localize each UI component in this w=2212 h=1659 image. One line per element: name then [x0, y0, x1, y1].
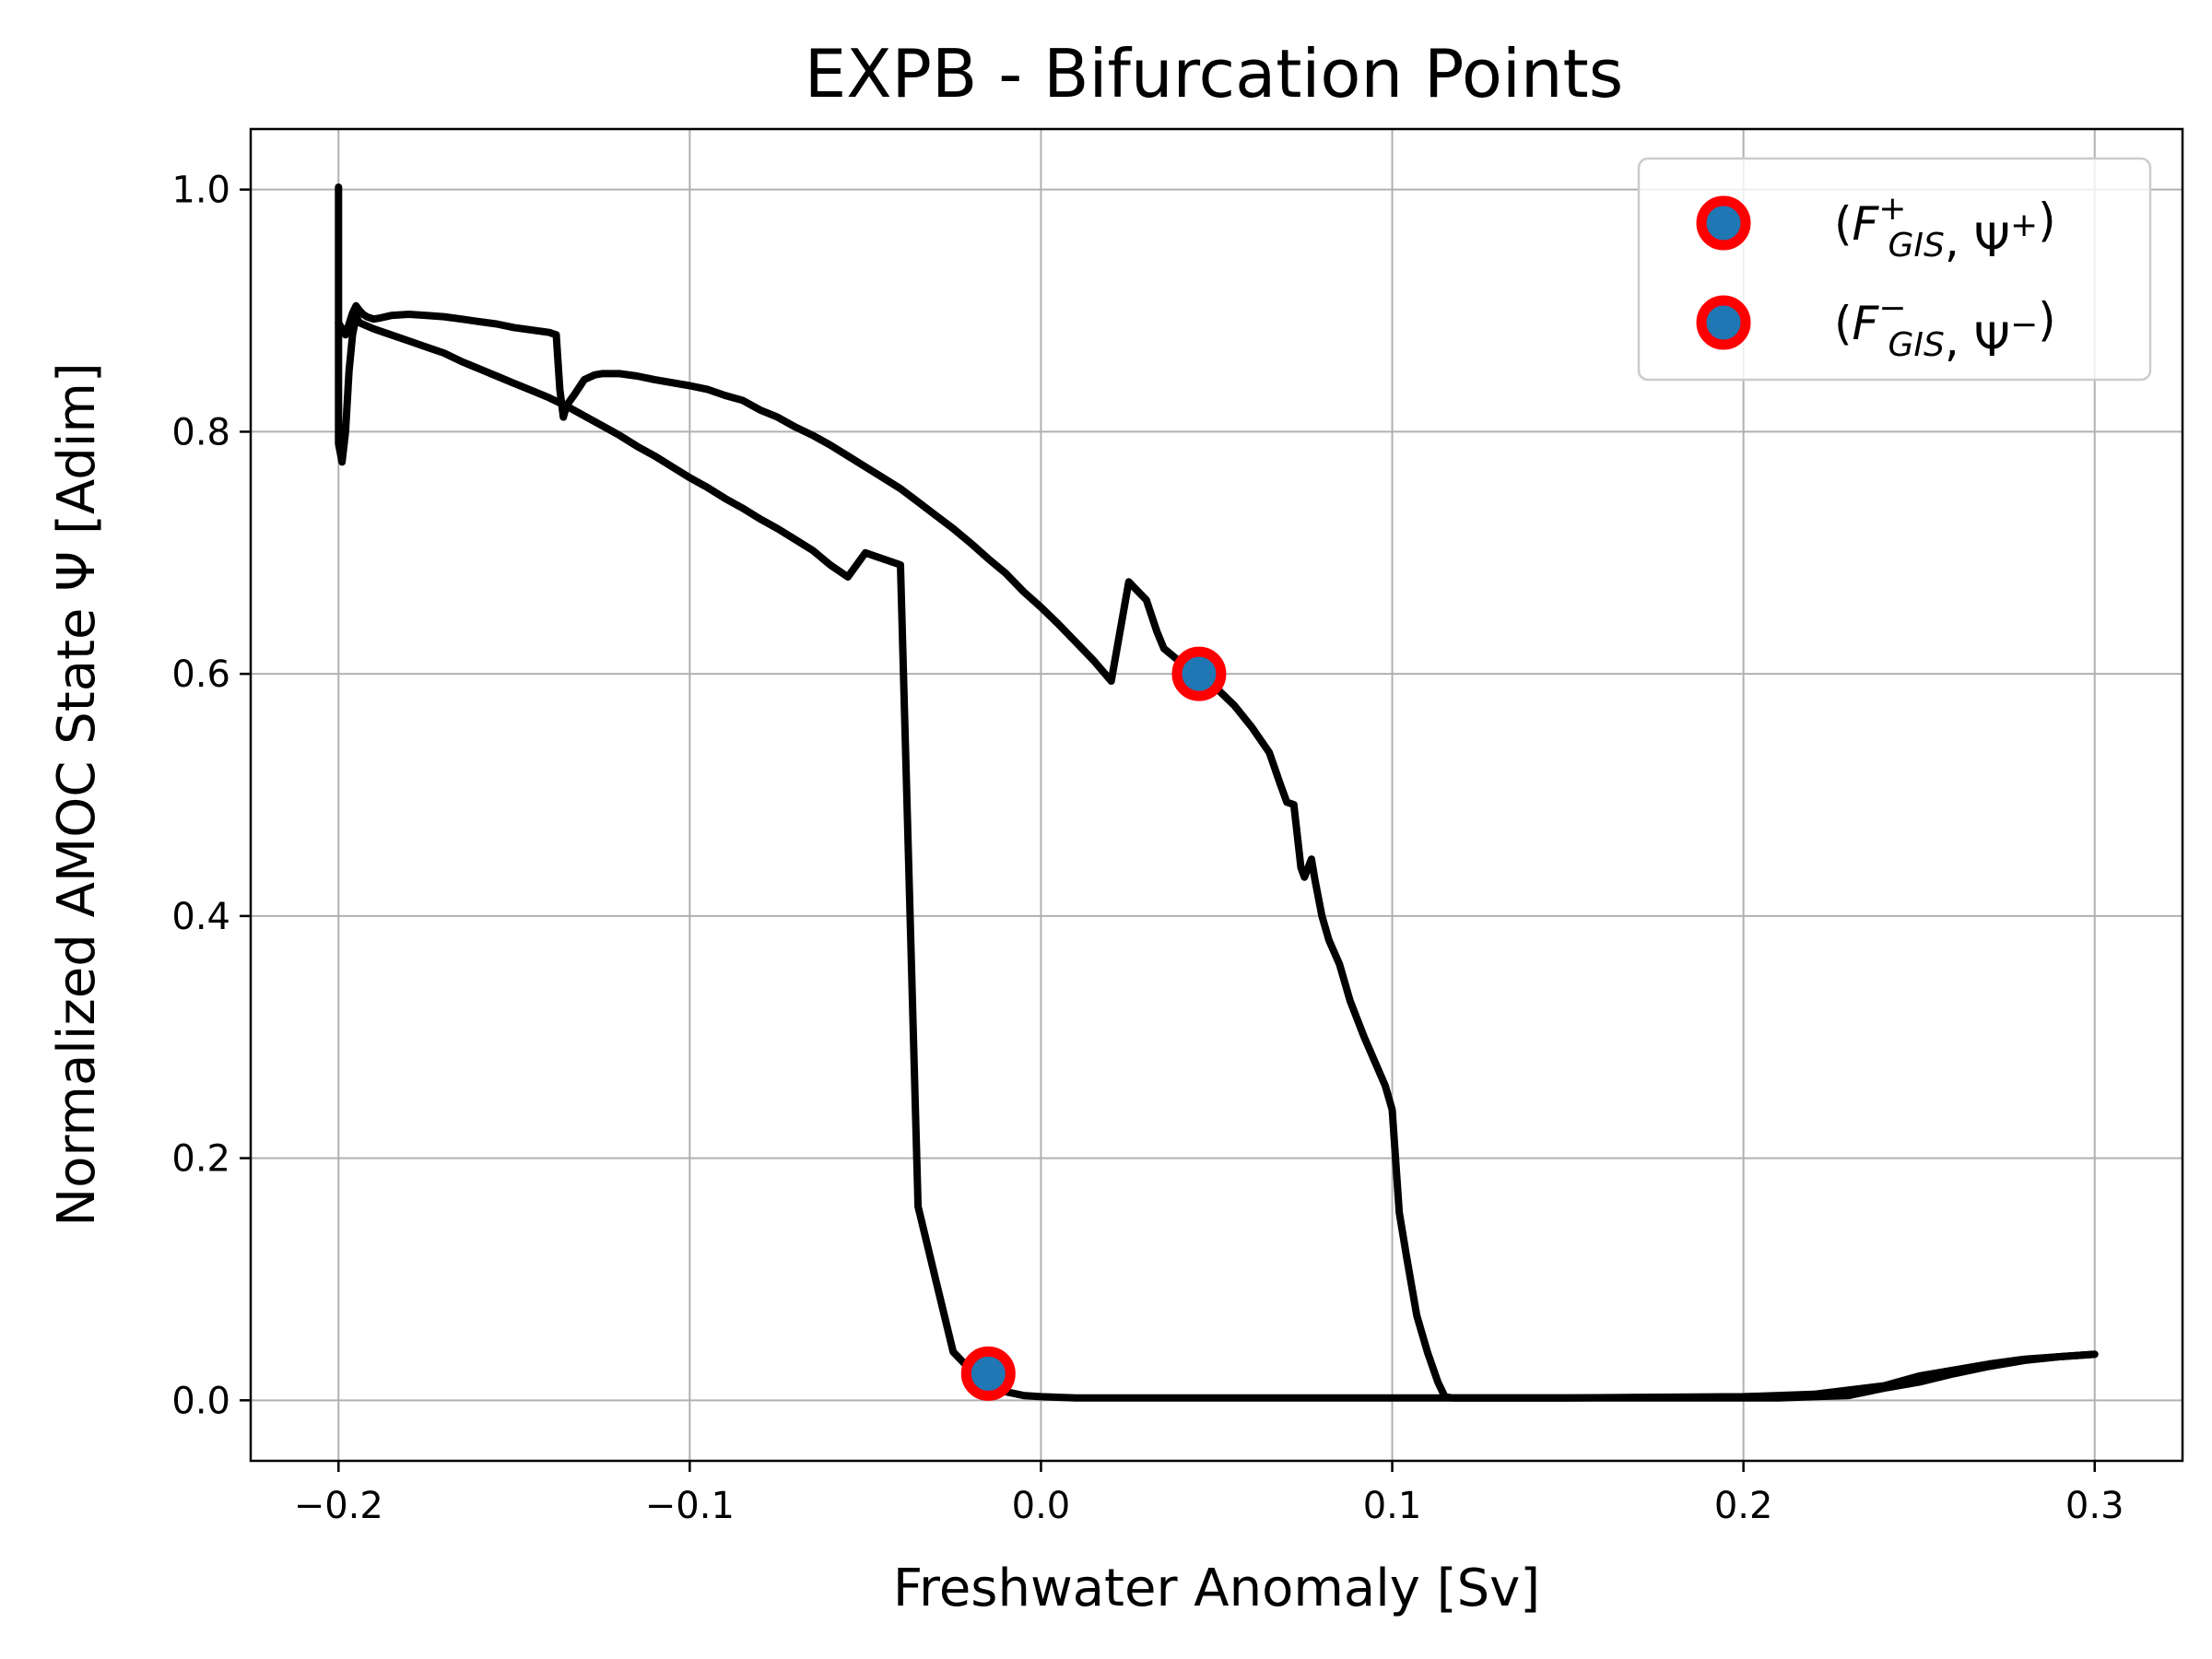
x-tick-label: −0.2	[294, 1485, 383, 1527]
y-axis-label: Normalized AMOC State Ψ [Adim]	[47, 362, 107, 1227]
x-tick-label: 0.1	[1363, 1485, 1422, 1527]
x-tick-label: 0.0	[1012, 1485, 1071, 1527]
legend-marker	[1696, 195, 1751, 251]
y-tick-label: 0.8	[171, 411, 230, 453]
y-axis-ticks: 0.0 0.2 0.4 0.6 0.8 1.0	[171, 170, 251, 1422]
y-tick-label: 0.0	[171, 1380, 230, 1422]
x-axis-label: Freshwater Anomaly [Sv]	[893, 1559, 1540, 1618]
y-tick-label: 0.4	[171, 896, 230, 938]
y-tick-label: 1.0	[171, 170, 230, 212]
bifurcation-point-1	[1171, 646, 1227, 701]
bifurcation-point-2	[960, 1346, 1016, 1401]
legend-label: (F+ GIS, Ψ+)	[1834, 190, 2056, 267]
plot-frame	[249, 127, 2184, 1463]
legend: (F+ GIS, Ψ+) (F− GIS, Ψ−)	[1637, 157, 2152, 382]
x-tick-label: 0.2	[1714, 1485, 1773, 1527]
legend-label: (F− GIS, Ψ−)	[1834, 289, 2056, 367]
y-tick-label: 0.6	[171, 653, 230, 696]
series-line-1	[335, 301, 2099, 1402]
legend-box	[1637, 157, 2152, 382]
series-line-2	[335, 183, 2099, 1402]
bifurcation-markers	[960, 646, 1227, 1401]
x-tick-label: 0.3	[2065, 1485, 2124, 1527]
chart-title: EXPB - Bifurcation Points	[805, 35, 1624, 112]
x-tick-label: −0.1	[645, 1485, 735, 1527]
legend-marker	[1696, 295, 1751, 350]
y-tick-label: 0.2	[171, 1138, 230, 1181]
x-axis-ticks: −0.2 −0.1 0.0 0.1 0.2 0.3	[294, 1461, 2124, 1527]
series-lines	[335, 183, 2099, 1402]
